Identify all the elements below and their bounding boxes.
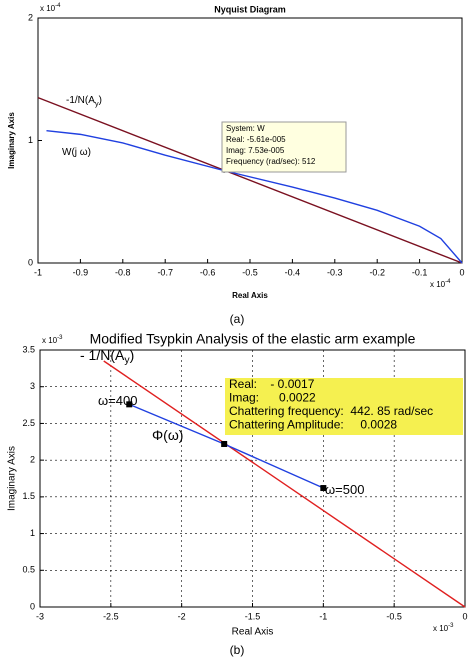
x-tick-label: -0.3 <box>327 267 343 277</box>
x-tick-label: -0.4 <box>285 267 301 277</box>
chart: Nyquist Diagram -1 -0.9 -0.8 -0.7 -0.6 -0.5 -0.… <box>7 3 464 327</box>
exponent: -3 <box>448 623 454 629</box>
caption: (a) <box>230 312 245 326</box>
x-tick-label: -1 <box>319 611 327 621</box>
y-tick-label: 0.5 <box>22 565 35 575</box>
x-tick-label: -0.8 <box>115 267 131 277</box>
annotation-text: ω=500 <box>325 482 364 497</box>
x-tick-label: -2 <box>178 611 186 621</box>
annotation: W(j ω) <box>62 147 91 158</box>
y-tick-label: 1.5 <box>22 491 35 501</box>
y-tick-label: 1 <box>30 528 35 538</box>
x-tick-label: -0.5 <box>242 267 258 277</box>
x-tick-label: 0 <box>462 611 467 621</box>
x-tick-label: -0.7 <box>157 267 173 277</box>
x-tick-label: -3 <box>36 611 44 621</box>
datatip-box <box>225 378 463 435</box>
annotation: ω=500 <box>325 482 364 497</box>
point-marker <box>221 440 228 447</box>
datatip-line: Frequency (rad/sec): 512 <box>226 157 316 166</box>
annotation: Φ(ω) <box>152 427 183 443</box>
datatip-line: Imag: 7.53e-005 <box>226 146 285 155</box>
y-tick-label: 0 <box>28 257 33 267</box>
series-line <box>37 96 463 264</box>
annotation-text: Φ(ω) <box>152 427 183 443</box>
datatip-line: System: W <box>226 124 265 133</box>
annotation: ω=400 <box>98 393 137 408</box>
y-axis-label: Imaginary Axis <box>7 112 16 169</box>
x-tick-label: -0.1 <box>412 267 428 277</box>
annotation-tail: ) <box>130 347 135 363</box>
datatip-line: Real: -5.61e-005 <box>226 135 286 144</box>
datatip-line: Real: - 0.0017 <box>229 377 315 391</box>
y-tick-label: 2.5 <box>22 418 35 428</box>
x-axis-label: Real Axis <box>232 291 268 300</box>
datatip-line: Chattering Amplitude: 0.0028 <box>229 418 397 432</box>
x-tick-label: -0.2 <box>369 267 385 277</box>
chart-title: Modified Tsypkin Analysis of the elastic… <box>90 331 416 347</box>
x-tick-label: -1 <box>34 267 42 277</box>
y-tick-label: 3 <box>30 381 35 391</box>
x-exponent: x 10-3 <box>433 623 454 634</box>
annotation-text: W(j ω) <box>62 147 91 158</box>
annotation-sub: y <box>95 99 99 108</box>
exponent-base: x 10 <box>40 4 56 13</box>
point-marker <box>126 401 133 408</box>
exponent: -4 <box>55 3 61 9</box>
y-tick-label: 0 <box>30 601 35 611</box>
exponent-base: x 10 <box>42 336 58 345</box>
annotation-text: -1/N(A <box>66 95 95 106</box>
x-axis-label: Real Axis <box>232 627 274 638</box>
y-tick-label: 2 <box>30 455 35 465</box>
y-exponent: x 10-3 <box>42 335 63 346</box>
x-tick-label: 0 <box>459 267 464 277</box>
caption: (b) <box>230 643 245 657</box>
chart-title: Nyquist Diagram <box>214 4 286 14</box>
datatip-box <box>221 121 347 173</box>
y-axis-label: Imaginary Axis <box>7 446 18 511</box>
x-tick-label: -2.5 <box>103 611 119 621</box>
annotation-text: - 1/N(A <box>80 347 125 363</box>
x-tick-label: -1.5 <box>245 611 261 621</box>
exponent-base: x 10 <box>430 280 446 289</box>
annotation-text: ω=400 <box>98 393 137 408</box>
annotation: - 1/N(Ay) <box>80 347 134 366</box>
annotation: -1/N(Ay) <box>66 95 102 108</box>
annotation-tail: ) <box>99 95 102 106</box>
x-tick-label: -0.9 <box>73 267 89 277</box>
series-line <box>46 130 463 264</box>
exponent: -3 <box>57 335 63 341</box>
exponent-base: x 10 <box>433 624 449 633</box>
y-tick-label: 2 <box>28 12 33 22</box>
y-exponent: x 10-4 <box>40 3 61 14</box>
y-tick-label: 1 <box>28 135 33 145</box>
chart: Modified Tsypkin Analysis of the elastic… <box>7 331 468 657</box>
y-tick-label: 3.5 <box>22 344 35 354</box>
x-tick-label: -0.5 <box>386 611 402 621</box>
exponent: -4 <box>445 279 451 285</box>
datatip-line: Imag: 0.0022 <box>229 391 316 405</box>
series-line <box>103 360 466 608</box>
point-marker <box>320 485 327 492</box>
datatip-line: Chattering frequency: 442. 85 rad/sec <box>229 404 433 418</box>
annotation-sub: y <box>124 354 130 366</box>
x-exponent: x 10-4 <box>430 279 451 290</box>
x-tick-label: -0.6 <box>200 267 216 277</box>
